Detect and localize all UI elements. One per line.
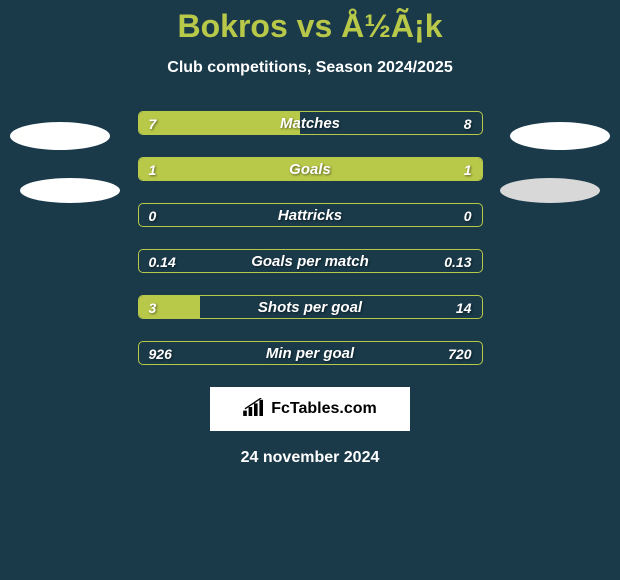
stat-label: Goals per match	[139, 250, 482, 273]
stat-label: Matches	[139, 112, 482, 135]
stat-label: Hattricks	[139, 204, 482, 227]
stat-row-goals-per-match: 0.14Goals per match0.13	[138, 249, 483, 273]
player-right-avatar-outer	[510, 122, 610, 150]
stat-value-right: 0	[464, 204, 472, 227]
stat-value-right: 14	[456, 296, 472, 319]
comparison-bars: 7Matches8 1Goals1 0Hattricks0 0.14Goals per…	[138, 111, 483, 365]
brand-text: FcTables.com	[271, 400, 377, 418]
stat-row-matches: 7Matches8	[138, 111, 483, 135]
stat-label: Shots per goal	[139, 296, 482, 319]
player-left-avatar-outer	[10, 122, 110, 150]
stat-value-right: 720	[448, 342, 471, 365]
stat-label: Min per goal	[139, 342, 482, 365]
brand-box: FcTables.com	[210, 387, 410, 431]
player-right-avatar-inner	[500, 178, 600, 203]
subtitle: Club competitions, Season 2024/2025	[0, 59, 620, 77]
stat-row-goals: 1Goals1	[138, 157, 483, 181]
player-left-avatar-inner	[20, 178, 120, 203]
page-title: Bokros vs Å½Ã¡k	[0, 0, 620, 45]
stat-row-shots-per-goal: 3Shots per goal14	[138, 295, 483, 319]
brand-icon	[243, 398, 265, 421]
stat-value-right: 0.13	[444, 250, 471, 273]
stat-value-right: 1	[464, 158, 472, 181]
stat-label: Goals	[139, 158, 482, 181]
stat-row-hattricks: 0Hattricks0	[138, 203, 483, 227]
stat-row-min-per-goal: 926Min per goal720	[138, 341, 483, 365]
date: 24 november 2024	[0, 449, 620, 467]
stat-value-right: 8	[464, 112, 472, 135]
